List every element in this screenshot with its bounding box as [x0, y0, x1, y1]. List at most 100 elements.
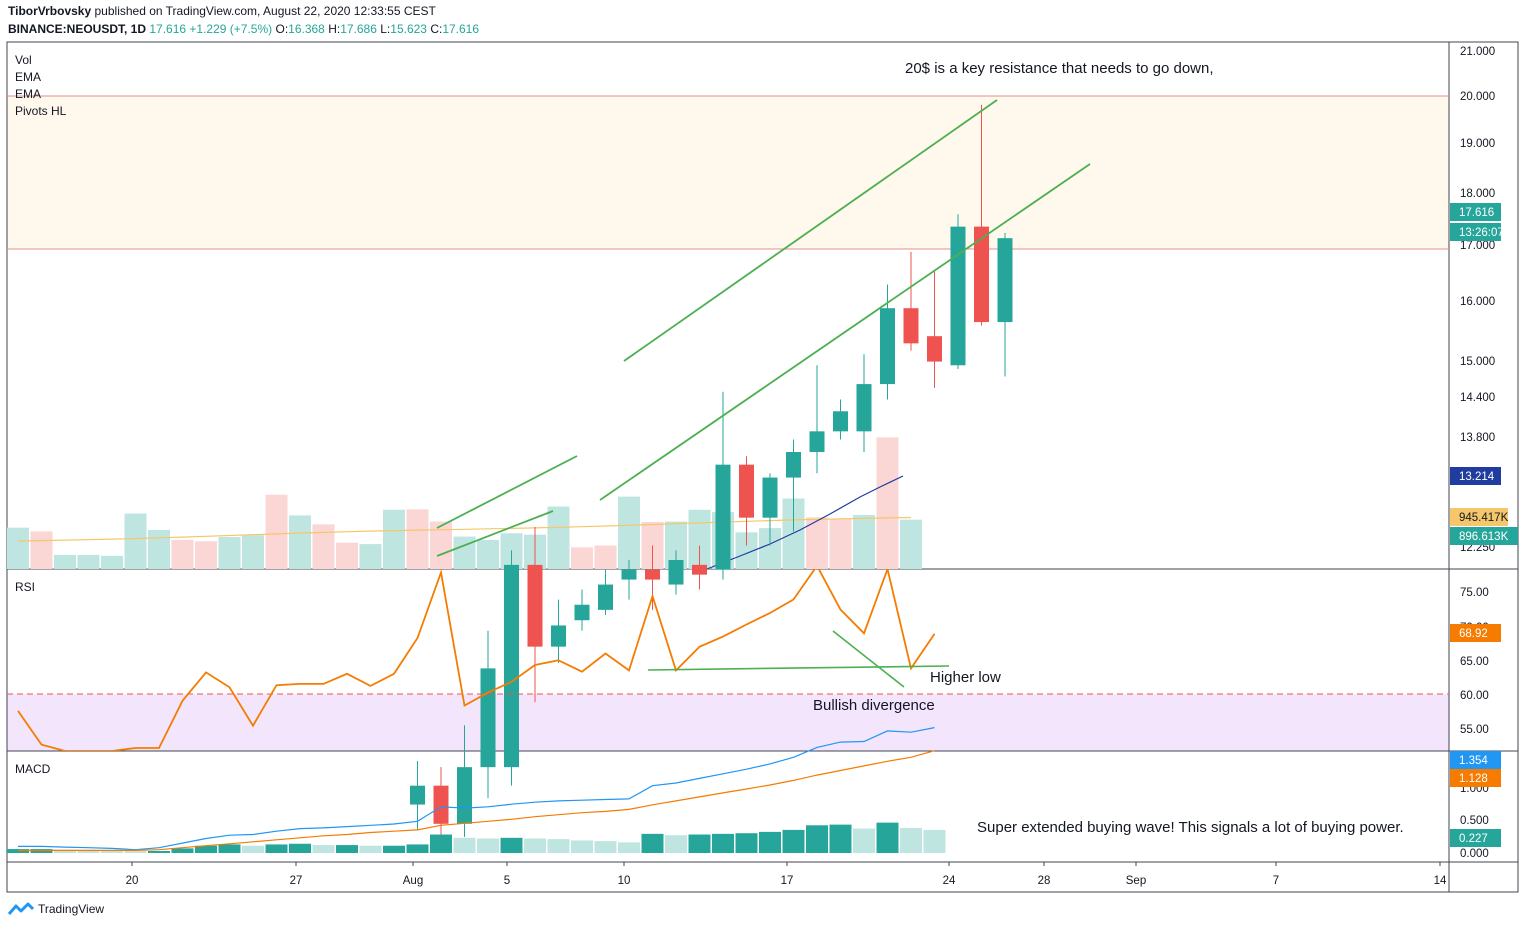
macd-histogram-bar: [54, 849, 76, 853]
x-tick-label: 14: [1434, 875, 1447, 887]
volume-bar: [806, 517, 828, 569]
volume-badge-bg: [1450, 527, 1518, 545]
macd-histogram-bar: [829, 824, 852, 853]
macd-histogram-bar: [853, 828, 875, 853]
volume-bar: [148, 529, 170, 569]
high-value: 17.686: [340, 22, 377, 36]
rsi-higher-low-line: [647, 665, 950, 671]
x-tick-label: 5: [504, 875, 510, 887]
price-tick-label: 21.000: [1460, 46, 1495, 58]
ema-slow-line: [17, 516, 912, 542]
price-tick-label: 17.000: [1460, 240, 1495, 252]
macd-histogram-bar: [312, 845, 335, 853]
x-tick-label: 27: [290, 875, 303, 887]
rsi-tick-label: 65.00: [1460, 656, 1489, 668]
macd-tick-label: 0.000: [1460, 848, 1489, 860]
tradingview-brand[interactable]: TradingView: [8, 902, 104, 916]
volume-bar: [477, 539, 499, 569]
candle-body: [480, 668, 496, 768]
volume-bar: [406, 509, 429, 569]
price-tick-label: 13.800: [1460, 432, 1495, 444]
macd-histogram-bar: [195, 845, 217, 853]
price-tick-label: 15.000: [1460, 356, 1495, 368]
candle-body: [950, 226, 966, 366]
last-price-badge: 17.616: [1459, 207, 1494, 219]
volume-bar: [547, 506, 570, 569]
rsi-divergence-line: [832, 630, 905, 688]
volume-bar: [430, 521, 452, 569]
volume-bar: [312, 524, 335, 569]
candle-body: [574, 604, 590, 621]
channel-line: [599, 163, 1091, 501]
author-name[interactable]: TiborVrbovsky: [8, 4, 92, 18]
macd-histogram-bar: [923, 829, 946, 853]
ema-slow-badge: 945.417K: [1459, 512, 1509, 524]
candle-body: [927, 336, 942, 362]
macd-line: [18, 727, 935, 851]
signal-line: [18, 750, 935, 852]
macd-histogram-bar: [594, 841, 617, 853]
rsi-badge: 68.92: [1459, 628, 1488, 640]
ema-fast-line: [706, 475, 904, 570]
volume-bar: [336, 542, 358, 569]
candle-body: [715, 464, 731, 570]
macd-histogram-bar: [712, 833, 734, 853]
macd-histogram-bar: [665, 835, 687, 853]
macd-histogram-bar: [900, 827, 922, 853]
price-tick-label: 19.000: [1460, 138, 1495, 150]
volume-bar: [242, 535, 264, 569]
candle-body: [598, 584, 613, 610]
candle-body: [410, 785, 425, 805]
volume-bar: [782, 498, 805, 569]
volume-bar: [900, 519, 922, 569]
volume-bar: [77, 554, 100, 569]
macd-histogram-bar: [571, 840, 593, 853]
candle-body: [903, 308, 919, 344]
macd-histogram-bar: [477, 838, 499, 853]
rsi-oversold-zone: [7, 694, 1449, 751]
volume-bar: [735, 532, 758, 569]
price-tick-label: 16.000: [1460, 296, 1495, 308]
channel-line: [623, 99, 998, 362]
volume-bar: [571, 547, 593, 569]
open-label: O:: [275, 22, 289, 36]
divergence-annotation: Bullish divergence: [813, 697, 935, 714]
symbol-label: BINANCE:NEOUSDT, 1D: [8, 22, 147, 36]
candle-body: [762, 477, 778, 518]
macd-histogram-bar: [806, 825, 828, 853]
volume-bar: [265, 494, 288, 569]
indicator-label: Pivots HL: [15, 104, 67, 118]
candle-body: [833, 411, 848, 432]
volume-bar: [594, 545, 617, 569]
candle-body: [457, 767, 472, 824]
tradingview-logo-icon: [8, 902, 34, 915]
candle-body: [856, 384, 872, 432]
volume-bar: [876, 437, 899, 569]
macd-histogram-bar: [688, 834, 711, 853]
macd-histogram-bar: [547, 839, 570, 853]
channel-line: [436, 455, 578, 529]
candle-body: [668, 560, 684, 585]
ema-fast-badge-bg: [1450, 467, 1501, 485]
last-price-badge-bg: [1450, 203, 1501, 221]
macd-badge: 1.354: [1459, 755, 1488, 767]
macd-histogram-bar: [618, 842, 640, 853]
low-value: 15.623: [390, 22, 427, 36]
publish-info: TiborVrbovsky published on TradingView.c…: [8, 4, 436, 18]
price-tick-label: 20.000: [1460, 91, 1495, 103]
symbol-info: BINANCE:NEOUSDT, 1D 17.616 +1.229 (+7.5%…: [8, 22, 479, 36]
macd-histogram-bar: [524, 838, 546, 853]
signal-badge: 1.128: [1459, 773, 1488, 785]
macd-histogram-bar: [430, 834, 452, 853]
macd-histogram-bar: [782, 829, 805, 853]
macd-histogram-bar: [171, 848, 194, 853]
x-tick-label: 24: [943, 875, 956, 887]
macd-histogram-bar: [242, 845, 264, 853]
volume-bar: [618, 496, 640, 569]
x-tick-label: 28: [1038, 875, 1051, 887]
candle-body: [997, 238, 1013, 323]
price-tick-label: 14.400: [1460, 392, 1495, 404]
macd-histogram-bar: [735, 833, 758, 853]
volume-bar: [218, 537, 241, 569]
